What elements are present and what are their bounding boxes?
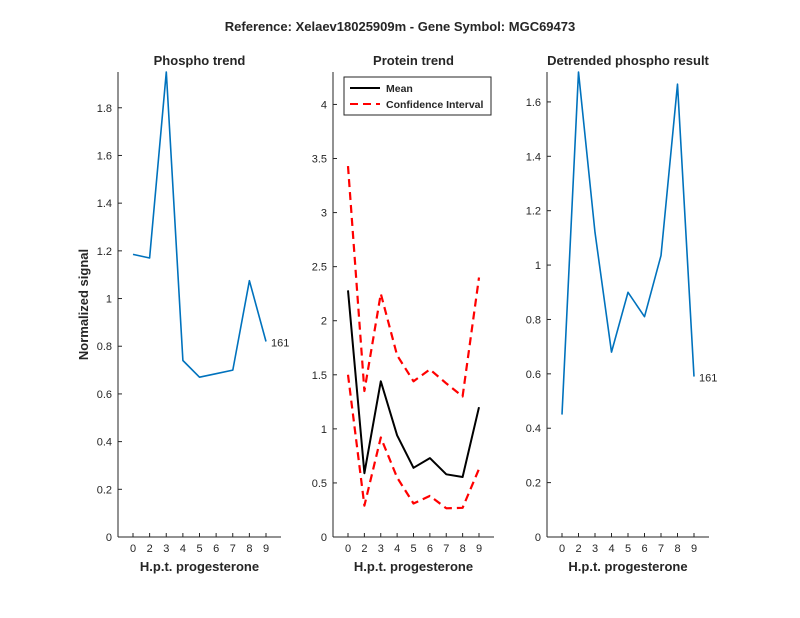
detrended-series-detrended-line [561,71,695,415]
protein-x-tick-label: 2 [361,543,367,555]
phospho-y-tick-label: 1.8 [97,103,112,115]
panel-phospho: 00.20.40.60.811.21.41.61.80 2 3 4 5 6 7 8 9Phosp… [76,53,289,574]
protein-series-mean-line [347,290,480,478]
phospho-y-tick-label: 0.6 [97,389,112,401]
panel-detrended: 00.20.40.60.811.21.41.60 2 3 4 5 6 7 8 9Detrende… [526,53,718,574]
detrended-x-tick-label: 7 [658,543,664,555]
protein-y-tick-label: 4 [321,99,327,111]
detrended-x-tick-label: 5 [625,543,631,555]
protein-y-tick-label: 0.5 [312,478,327,490]
protein-x-tick-label: 0 [345,543,351,555]
phospho-y-tick-label: 0.2 [97,484,112,496]
protein-series-confidence-interval-lower-line [346,374,481,510]
protein-x-tick-label: 7 [443,543,449,555]
protein-x-tick-label: 5 [410,543,416,555]
phospho-y-label: Normalized signal [76,249,91,360]
phospho-y-tick-label: 0 [106,532,112,544]
phospho-x-tick-label: 2 [147,543,153,555]
detrended-title: Detrended phospho result [547,53,709,68]
phospho-x-tick-label: 9 [263,543,269,555]
detrended-x-tick-label: 9 [691,543,697,555]
phospho-x-tick-label: 4 [180,543,186,555]
figure-title: Reference: Xelaev18025909m - Gene Symbol… [225,19,575,34]
protein-title: Protein trend [373,53,454,68]
protein-series-confidence-interval-line [346,166,481,398]
protein-x-tick-label: 6 [427,543,433,555]
phospho-end-label: 161 [271,337,289,349]
phospho-series-phospho-line [132,71,267,379]
phospho-y-tick-label: 1.6 [97,150,112,162]
detrended-y-tick-label: 0.6 [526,369,541,381]
protein-y-tick-label: 0 [321,532,327,544]
protein-y-tick-label: 1.5 [312,370,327,382]
phospho-title: Phospho trend [154,53,246,68]
detrended-y-tick-label: 1 [535,260,541,272]
detrended-x-tick-label: 0 [559,543,565,555]
detrended-y-tick-label: 0.8 [526,314,541,326]
phospho-y-tick-label: 0.8 [97,341,112,353]
protein-y-tick-label: 2 [321,316,327,328]
phospho-y-tick-label: 1.2 [97,246,112,258]
detrended-y-tick-label: 1.4 [526,151,541,163]
detrended-end-label: 161 [699,373,717,385]
protein-x-tick-label: 9 [476,543,482,555]
protein-y-tick-label: 1 [321,424,327,436]
detrended-y-tick-label: 1.6 [526,97,541,109]
detrended-y-tick-label: 0.4 [526,423,541,435]
legend-box [343,76,492,116]
protein-x-label: H.p.t. progesterone [354,559,473,574]
detrended-x-tick-label: 4 [608,543,614,555]
protein-y-tick-label: 2.5 [312,262,327,274]
phospho-x-tick-label: 7 [230,543,236,555]
detrended-x-tick-label: 2 [575,543,581,555]
protein-x-tick-label: 4 [394,543,400,555]
phospho-x-label: H.p.t. progesterone [140,559,259,574]
detrended-y-tick-label: 0.2 [526,478,541,490]
phospho-y-tick-label: 1 [106,294,112,306]
phospho-x-tick-label: 6 [213,543,219,555]
phospho-y-tick-label: 0.4 [97,437,112,449]
phospho-x-tick-label: 0 [130,543,136,555]
protein-y-tick-label: 3 [321,208,327,220]
phospho-x-tick-label: 3 [163,543,169,555]
panels: 00.20.40.60.811.21.41.61.80 2 3 4 5 6 7 8 9Phosp… [76,53,717,574]
phospho-x-tick-label: 8 [246,543,252,555]
legend-label-confidence-interval: Confidence Interval [386,99,484,111]
phospho-y-tick-label: 1.4 [97,198,112,210]
detrended-y-tick-label: 1.2 [526,206,541,218]
detrended-x-label: H.p.t. progesterone [568,559,687,574]
detrended-y-tick-label: 0 [535,532,541,544]
detrended-x-tick-label: 6 [641,543,647,555]
detrended-x-tick-label: 3 [592,543,598,555]
protein-x-tick-label: 8 [460,543,466,555]
legend-label-mean: Mean [386,83,413,95]
protein-x-tick-label: 3 [378,543,384,555]
phospho-x-tick-label: 5 [196,543,202,555]
protein-y-tick-label: 3.5 [312,154,327,166]
detrended-x-tick-label: 8 [674,543,680,555]
protein-legend: Mean Confidence Interval [343,76,492,116]
